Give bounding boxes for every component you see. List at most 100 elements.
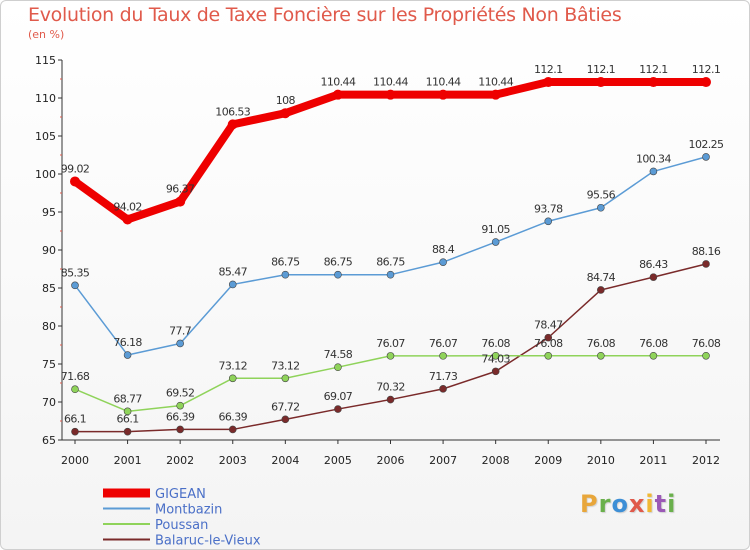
- data-point-poussan: [597, 351, 605, 360]
- data-label-montbazin: 102.25: [689, 138, 724, 151]
- data-point-balaruc-le-vieux: [597, 286, 605, 294]
- data-point-poussan: [71, 385, 79, 394]
- data-point-montbazin: [334, 270, 342, 279]
- data-label-gigean: 110.44: [426, 76, 461, 89]
- data-label-balaruc-le-vieux: 66.39: [219, 410, 248, 423]
- data-label-poussan: 73.12: [271, 359, 300, 372]
- data-label-gigean: 110.44: [373, 76, 408, 89]
- data-label-gigean: 112.1: [692, 63, 721, 76]
- x-tick-label: 2006: [377, 454, 405, 467]
- x-tick-label: 2008: [482, 454, 510, 467]
- logo-letter: o: [611, 490, 629, 518]
- data-point-montbazin: [123, 351, 132, 359]
- data-point-montbazin: [491, 238, 500, 246]
- data-point-gigean: [438, 89, 449, 100]
- y-tick-label: 80: [42, 320, 56, 333]
- data-label-poussan: 76.08: [639, 337, 668, 350]
- data-point-balaruc-le-vieux: [281, 415, 290, 424]
- data-point-montbazin: [544, 217, 553, 226]
- data-label-montbazin: 77.7: [169, 324, 192, 337]
- data-point-montbazin: [649, 167, 658, 176]
- data-point-poussan: [334, 363, 342, 371]
- data-label-balaruc-le-vieux: 66.39: [166, 410, 195, 423]
- data-point-gigean: [122, 214, 133, 225]
- data-label-montbazin: 93.78: [534, 202, 563, 215]
- data-label-gigean: 96.37: [166, 183, 195, 196]
- data-label-montbazin: 86.75: [271, 256, 300, 269]
- data-label-poussan: 76.08: [692, 337, 721, 350]
- data-point-gigean: [227, 119, 238, 130]
- y-tick-label: 65: [42, 434, 56, 447]
- data-label-poussan: 76.08: [481, 337, 510, 350]
- data-label-poussan: 76.07: [376, 337, 405, 350]
- proxiti-logo: Proxiti: [580, 490, 676, 518]
- data-point-poussan: [386, 352, 395, 360]
- y-tick-label: 75: [42, 358, 56, 371]
- data-point-gigean: [385, 89, 396, 100]
- data-label-gigean: 94.02: [113, 200, 142, 213]
- data-label-gigean: 106.53: [215, 105, 250, 118]
- chart-series: [70, 77, 711, 436]
- data-label-poussan: 76.08: [534, 337, 563, 350]
- data-label-balaruc-le-vieux: 71.73: [429, 370, 458, 383]
- y-tick-label: 105: [35, 130, 56, 143]
- data-point-balaruc-le-vieux: [386, 395, 395, 404]
- data-label-balaruc-le-vieux: 88.16: [692, 245, 721, 258]
- data-point-gigean: [175, 196, 186, 207]
- data-point-montbazin: [386, 270, 395, 279]
- logo-letter: i: [645, 490, 655, 518]
- data-label-balaruc-le-vieux: 67.72: [271, 400, 300, 413]
- data-point-gigean: [332, 89, 343, 100]
- data-label-balaruc-le-vieux: 69.07: [324, 390, 353, 403]
- legend-entry-poussan: Poussan: [155, 518, 208, 533]
- x-tick-label: 2009: [534, 454, 562, 467]
- data-point-balaruc-le-vieux: [176, 425, 184, 434]
- data-point-balaruc-le-vieux: [649, 273, 658, 281]
- data-point-poussan: [491, 351, 500, 360]
- data-label-poussan: 73.12: [219, 359, 248, 372]
- data-label-gigean: 112.1: [587, 63, 616, 76]
- data-label-balaruc-le-vieux: 78.47: [534, 319, 563, 332]
- data-label-montbazin: 85.35: [61, 266, 90, 279]
- data-label-montbazin: 76.18: [113, 336, 142, 349]
- data-labels: 66.1 66.1 66.39 66.39 67.72 69.07 70.32 71.73 74…: [61, 63, 725, 426]
- data-point-gigean: [280, 108, 291, 119]
- data-point-montbazin: [228, 280, 237, 289]
- data-point-montbazin: [176, 339, 184, 348]
- data-point-montbazin: [702, 153, 710, 161]
- data-point-montbazin: [281, 270, 290, 279]
- data-label-montbazin: 86.75: [376, 256, 405, 269]
- data-label-poussan: 71.68: [61, 370, 90, 383]
- legend-entry-gigean: GIGEAN: [155, 487, 206, 502]
- data-point-montbazin: [597, 203, 605, 212]
- y-tick-label: 110: [35, 92, 56, 105]
- data-label-gigean: 108: [276, 94, 296, 107]
- data-point-gigean: [595, 77, 606, 88]
- x-tick-label: 2001: [114, 454, 142, 467]
- data-label-balaruc-le-vieux: 74.03: [481, 352, 510, 365]
- data-label-montbazin: 91.05: [481, 223, 510, 236]
- data-point-poussan: [228, 374, 237, 383]
- data-point-poussan: [176, 401, 184, 410]
- data-label-balaruc-le-vieux: 66.1: [117, 413, 139, 426]
- chart-axes: 65 70 75 80 85 90 95 100 105 110 115 2000 2001 2002 20…: [35, 54, 720, 467]
- chart-title: Evolution du Taux de Taxe Foncière sur l…: [28, 4, 622, 26]
- x-tick-label: 2010: [587, 454, 615, 467]
- data-label-balaruc-le-vieux: 84.74: [587, 271, 616, 284]
- y-tick-label: 90: [42, 244, 56, 257]
- data-label-balaruc-le-vieux: 86.43: [639, 258, 668, 271]
- x-tick-label: 2004: [271, 454, 299, 467]
- logo-letter: r: [598, 490, 612, 518]
- data-point-balaruc-le-vieux: [544, 333, 553, 342]
- x-tick-label: 2012: [692, 454, 720, 467]
- y-tick-label: 100: [35, 168, 56, 181]
- x-tick-label: 2005: [324, 454, 352, 467]
- data-point-balaruc-le-vieux: [439, 385, 447, 393]
- data-label-gigean: 112.1: [639, 63, 668, 76]
- data-point-gigean: [701, 77, 711, 88]
- data-point-gigean: [648, 77, 659, 88]
- data-label-poussan: 74.58: [324, 348, 353, 361]
- data-label-gigean: 110.44: [320, 76, 355, 89]
- data-point-montbazin: [439, 258, 447, 266]
- chart-unit-label: (en %): [28, 28, 65, 41]
